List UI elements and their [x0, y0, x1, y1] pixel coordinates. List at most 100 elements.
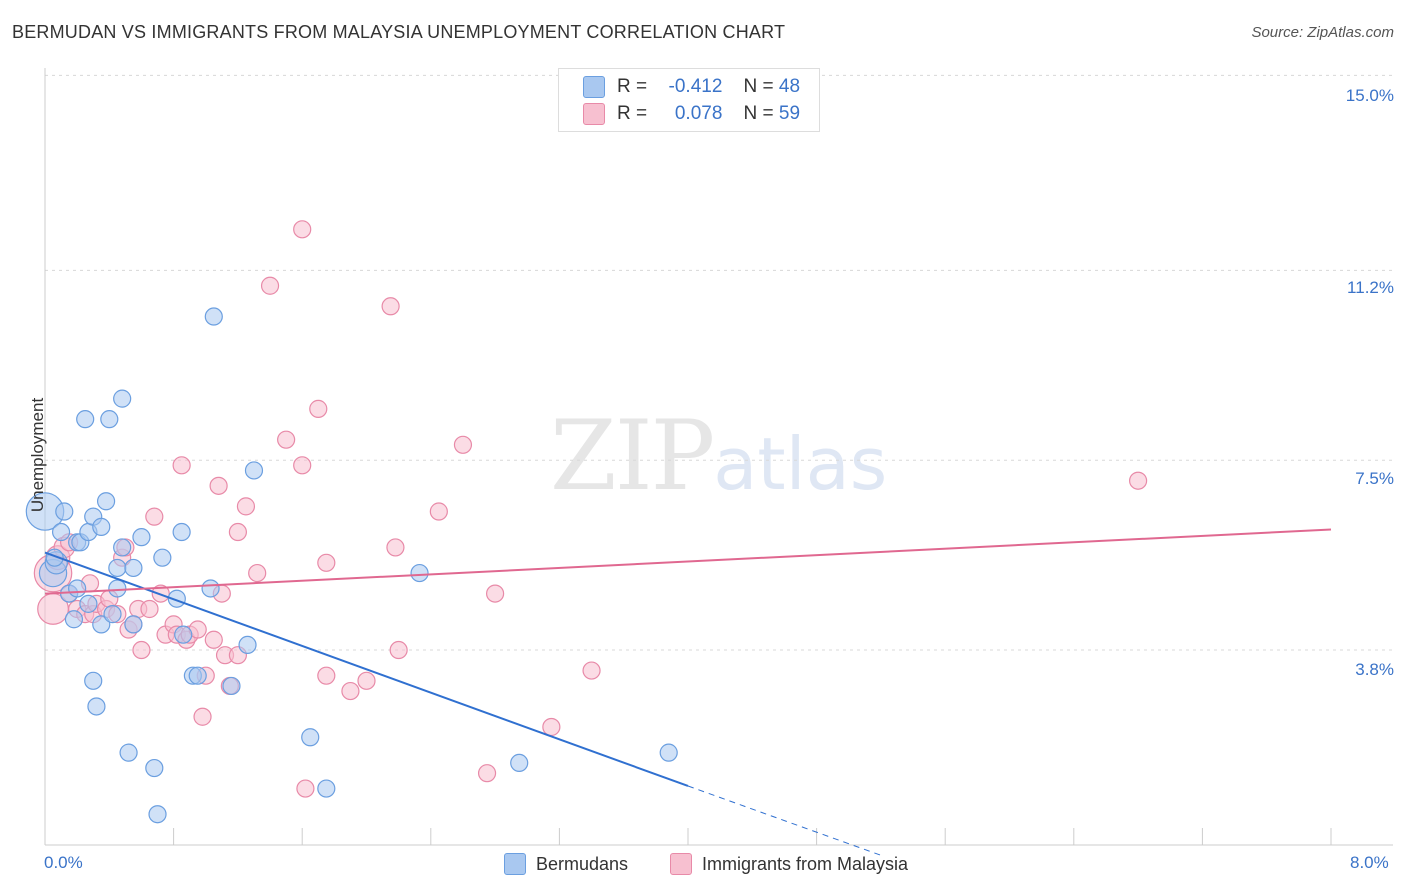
malaysia-point	[204, 630, 223, 649]
legend-label: Bermudans	[536, 853, 629, 874]
bermudan-point	[317, 779, 336, 798]
malaysia-point	[317, 553, 336, 572]
malaysia-point	[236, 497, 256, 516]
n-label: N =	[743, 103, 774, 124]
bermudan-point	[92, 517, 111, 536]
blue-swatch-icon	[583, 76, 605, 98]
malaysia-point	[293, 456, 312, 475]
malaysia-point	[357, 671, 376, 690]
r-label: R =	[617, 103, 648, 124]
malaysia-point	[145, 507, 164, 526]
malaysia-point	[228, 522, 247, 542]
bermudan-point	[244, 461, 264, 480]
bermudan-point	[64, 610, 84, 629]
bermudan-point	[132, 528, 151, 547]
malaysia-point	[429, 502, 448, 521]
n-value: 48	[778, 76, 801, 97]
bermudan-point	[108, 558, 127, 578]
bermudan-point	[204, 307, 223, 326]
gridlines	[45, 74, 1393, 651]
malaysia-point	[172, 456, 191, 475]
malaysia-point	[582, 661, 601, 680]
bermudan-point	[145, 758, 164, 778]
watermark: ZIPatlas	[550, 400, 887, 512]
series-malaysia-points	[33, 220, 1148, 798]
bermudan-point	[79, 594, 98, 613]
malaysia-point	[260, 276, 280, 295]
r-value: 0.078	[674, 103, 723, 124]
bermudan-point	[222, 676, 241, 696]
bermudan-point	[153, 548, 172, 567]
trend-lines	[44, 528, 1332, 856]
malaysia-point	[486, 584, 505, 603]
source-label: Source: ZipAtlas.com	[1251, 24, 1394, 41]
bermudan-point	[124, 615, 143, 634]
legend-row-bermudans: R = -0.412 N = 48	[583, 74, 800, 100]
malaysia-point	[317, 666, 336, 685]
malaysia-point	[309, 399, 328, 418]
malaysia-point	[193, 707, 212, 726]
bermudan-point	[113, 538, 132, 557]
malaysia-point	[296, 779, 315, 798]
bermudan-point	[124, 558, 143, 578]
bermudan-point	[87, 697, 106, 716]
bermudan-point	[113, 389, 132, 408]
blue-swatch-icon	[504, 853, 526, 875]
y-tick-label: 15.0%	[1345, 86, 1394, 105]
malaysia-point	[341, 681, 360, 701]
malaysia-point	[542, 717, 561, 737]
bermudan-point	[301, 728, 320, 747]
correlation-legend: R = -0.412 N = 48 R = 0.078 N = 59	[558, 68, 820, 132]
malaysia-point	[381, 297, 400, 316]
legend-row-malaysia: R = 0.078 N = 59	[583, 101, 800, 127]
r-label: R =	[617, 76, 648, 97]
bermudan-point	[108, 579, 127, 598]
bermudan-point	[188, 666, 207, 685]
bermudan-point	[201, 579, 220, 598]
malaysia-point	[132, 640, 151, 660]
pink-swatch-icon	[583, 103, 605, 125]
malaysia-point	[209, 476, 228, 495]
bermudan-point	[103, 605, 122, 624]
bermudan-point	[92, 615, 111, 634]
bermudan-point	[119, 743, 138, 762]
malaysia-point	[277, 430, 296, 449]
malaysia-point	[1128, 471, 1148, 490]
malaysia-point	[140, 599, 159, 619]
bermudan-point	[84, 671, 103, 690]
malaysia-trend-line	[44, 528, 1332, 595]
bermudan-point	[68, 579, 87, 598]
axes	[44, 68, 1393, 846]
x-tick-label-max: 8.0%	[1350, 853, 1389, 872]
x-tick-label-min: 0.0%	[44, 853, 83, 872]
y-tick-label: 11.2%	[1347, 278, 1394, 297]
bermudan-trend-line	[44, 551, 689, 787]
bermudan-point	[148, 805, 167, 824]
malaysia-point	[386, 538, 405, 557]
chart-title: BERMUDAN VS IMMIGRANTS FROM MALAYSIA UNE…	[12, 22, 786, 42]
pink-swatch-icon	[670, 853, 692, 875]
watermark-atlas: atlas	[713, 422, 888, 506]
bermudan-point	[410, 563, 429, 583]
y-axis-label: Unemployment	[28, 397, 47, 513]
y-tick-label: 3.8%	[1355, 660, 1394, 679]
y-tick-label: 7.5%	[1355, 469, 1394, 488]
malaysia-point	[248, 563, 267, 583]
bermudan-point	[659, 743, 678, 762]
bermudan-point	[96, 492, 116, 511]
legend-item-bermudans: Bermudans	[504, 850, 628, 878]
bermudan-point	[100, 410, 119, 429]
malaysia-point	[453, 435, 473, 454]
bermudan-point	[172, 522, 191, 542]
r-value: -0.412	[668, 76, 723, 97]
malaysia-point	[477, 764, 497, 783]
bermudan-point	[238, 635, 257, 655]
n-label: N =	[743, 76, 774, 97]
watermark-zip: ZIP	[550, 400, 715, 512]
bermudan-trend-extension	[687, 785, 882, 856]
legend-item-malaysia: Immigrants from Malaysia	[670, 850, 908, 878]
bermudan-point	[45, 548, 64, 567]
n-value: 59	[778, 103, 801, 124]
bermudan-point	[510, 753, 529, 773]
